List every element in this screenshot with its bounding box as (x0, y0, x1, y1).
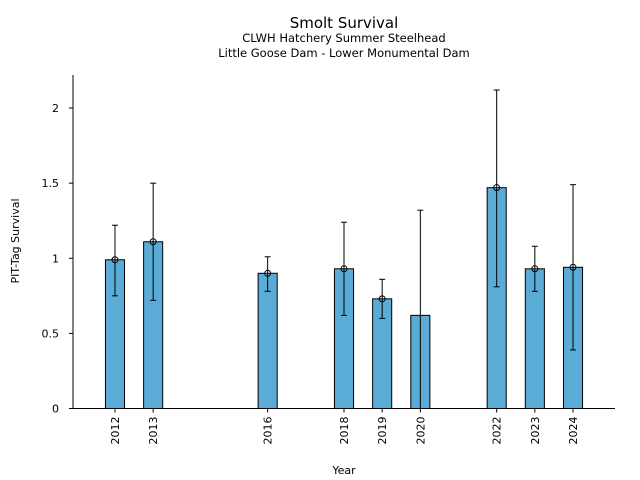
chart-subtitle-line-2: Little Goose Dam - Lower Monumental Dam (218, 46, 470, 60)
y-axis-label: PIT-Tag Survival (9, 198, 22, 283)
y-tick-label-1.5: 1.5 (42, 177, 60, 190)
point-marker-2022 (493, 184, 501, 192)
point-marker-2013 (149, 238, 157, 246)
y-tick-label-2: 2 (52, 102, 59, 115)
x-tick-label-2020: 2020 (414, 417, 427, 445)
point-marker-2016 (264, 269, 272, 277)
y-ticks-layer: 0 0.5 1 1.5 2 (42, 102, 73, 416)
x-tick-label-2018: 2018 (338, 417, 351, 445)
x-tick-label-2023: 2023 (529, 417, 542, 445)
point-markers-layer (111, 184, 577, 303)
point-marker-2018 (340, 265, 348, 273)
x-tick-label-2013: 2013 (147, 417, 160, 445)
x-ticks-layer: 2012 2013 2016 2018 2019 2020 2022 2023 2024 (109, 408, 580, 445)
chart-title: Smolt Survival (290, 14, 399, 32)
bar-2016 (257, 272, 278, 409)
point-marker-2019 (378, 295, 386, 303)
bars-layer (104, 187, 584, 410)
x-tick-label-2022: 2022 (491, 417, 504, 445)
x-axis-label: Year (331, 464, 356, 477)
x-tick-label-2012: 2012 (109, 417, 122, 445)
chart-subtitle-line-1: CLWH Hatchery Summer Steelhead (242, 31, 445, 45)
error-bars-layer (111, 89, 577, 409)
y-tick-label-0: 0 (52, 403, 59, 416)
x-tick-label-2019: 2019 (376, 417, 389, 445)
y-tick-label-0.5: 0.5 (42, 327, 60, 340)
x-tick-label-2024: 2024 (567, 417, 580, 445)
x-tick-label-2016: 2016 (262, 417, 275, 445)
point-marker-2023 (531, 265, 539, 273)
y-tick-label-1: 1 (52, 252, 59, 265)
point-marker-2012 (111, 256, 119, 264)
point-marker-2024 (569, 263, 577, 271)
